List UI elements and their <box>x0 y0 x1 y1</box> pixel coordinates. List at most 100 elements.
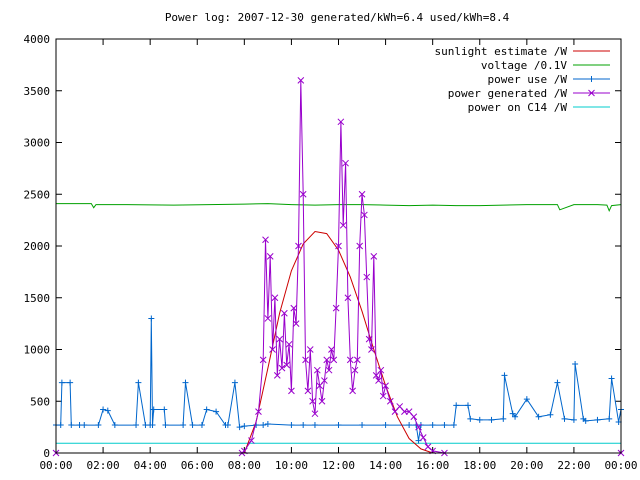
series-line <box>56 80 621 454</box>
data-point <box>572 360 579 367</box>
data-point <box>351 366 359 374</box>
data-point <box>58 379 65 386</box>
data-point <box>133 422 140 429</box>
series-layer <box>52 77 625 457</box>
data-point <box>285 340 293 348</box>
legend-item-power-on-c14-w: power on C14 /W <box>468 101 610 114</box>
data-point <box>304 387 312 395</box>
legend-item-power-use-w: power use /W <box>488 73 610 86</box>
data-point <box>288 387 295 395</box>
data-point <box>57 422 64 429</box>
data-point <box>415 423 422 431</box>
y-tick-labels: 0 500 1000 1500 2000 2500 3000 3500 4000 <box>24 33 51 460</box>
data-point <box>377 366 385 374</box>
data-point <box>358 190 366 198</box>
data-point <box>523 396 530 403</box>
data-point <box>325 366 333 374</box>
data-point <box>582 417 589 424</box>
data-point <box>278 364 286 372</box>
data-point <box>359 422 366 429</box>
data-point <box>290 304 298 312</box>
data-point <box>273 372 281 379</box>
data-point <box>255 408 262 415</box>
data-point <box>68 422 75 429</box>
y-tick-label: 1000 <box>24 344 51 357</box>
data-point <box>297 77 305 84</box>
data-point <box>382 422 389 429</box>
data-point <box>231 379 238 386</box>
y-tick-label: 500 <box>30 395 50 408</box>
data-point <box>464 402 471 409</box>
plot-frame <box>55 38 622 454</box>
y-tick-label: 2500 <box>24 188 51 201</box>
data-point <box>311 410 319 418</box>
data-point <box>67 379 74 386</box>
data-point <box>547 411 554 418</box>
data-point <box>236 424 243 431</box>
y-tick-label: 3500 <box>24 85 51 98</box>
data-point <box>410 413 418 421</box>
data-point <box>292 320 300 327</box>
data-point <box>180 422 187 429</box>
data-point <box>104 407 111 414</box>
data-point <box>248 437 255 444</box>
data-point <box>111 422 118 429</box>
series-voltage-0-1v <box>56 203 622 213</box>
data-point <box>453 402 460 409</box>
y-tick-label: 0 <box>43 447 50 460</box>
x-tick-label: 06:00 <box>181 459 214 472</box>
series-power-generated-w <box>52 77 625 457</box>
data-point <box>271 294 279 302</box>
data-point <box>450 422 457 429</box>
data-point <box>149 422 156 429</box>
data-point <box>203 406 210 413</box>
data-point <box>337 118 345 126</box>
x-tick-label: 12:00 <box>322 459 355 472</box>
data-point <box>386 397 394 405</box>
data-point <box>318 397 326 405</box>
x-tick-label: 00:00 <box>604 459 637 472</box>
data-point <box>321 377 328 384</box>
data-point <box>382 382 389 390</box>
legend-marker <box>588 76 595 82</box>
data-point <box>283 361 291 369</box>
data-point <box>335 422 342 429</box>
data-point <box>379 392 387 400</box>
y-tick-label: 1500 <box>24 292 51 305</box>
data-point <box>269 346 276 353</box>
data-point <box>476 416 483 423</box>
data-point <box>401 408 408 415</box>
chart-title: Power log: 2007-12-30 generated/kWh=6.4 … <box>165 11 510 24</box>
x-tick-labels: 00:00 02:00 04:00 06:00 08:00 10:00 12:00 14:00… <box>39 459 637 472</box>
data-point <box>570 416 577 423</box>
data-point <box>368 346 375 353</box>
data-point <box>512 413 519 420</box>
x-tick-label: 16:00 <box>416 459 449 472</box>
data-point <box>295 242 302 250</box>
data-point <box>561 415 568 422</box>
legend-item-voltage-0-1v: voltage /0.1V <box>481 59 610 72</box>
data-point <box>467 415 474 422</box>
data-point <box>509 410 516 417</box>
data-point <box>339 221 347 229</box>
data-point <box>259 356 267 364</box>
x-tick-label: 14:00 <box>369 459 402 472</box>
data-point <box>535 413 542 420</box>
legend-label: power use /W <box>488 73 568 86</box>
legend-label: power generated /W <box>448 87 568 100</box>
axis-ticks <box>55 38 622 454</box>
data-point <box>441 422 448 429</box>
data-point <box>429 422 436 429</box>
series-sunlight-estimate-w <box>56 230 621 454</box>
data-point <box>100 406 107 413</box>
x-tick-label: 04:00 <box>134 459 167 472</box>
data-point <box>608 375 615 382</box>
data-point <box>262 236 269 244</box>
data-point <box>300 422 307 429</box>
data-point <box>332 304 340 312</box>
legend-item-sunlight-estimate-w: sunlight estimate /W <box>435 45 610 58</box>
data-point <box>606 415 613 422</box>
data-point <box>264 421 271 428</box>
data-point <box>189 422 196 429</box>
x-tick-label: 00:00 <box>39 459 72 472</box>
